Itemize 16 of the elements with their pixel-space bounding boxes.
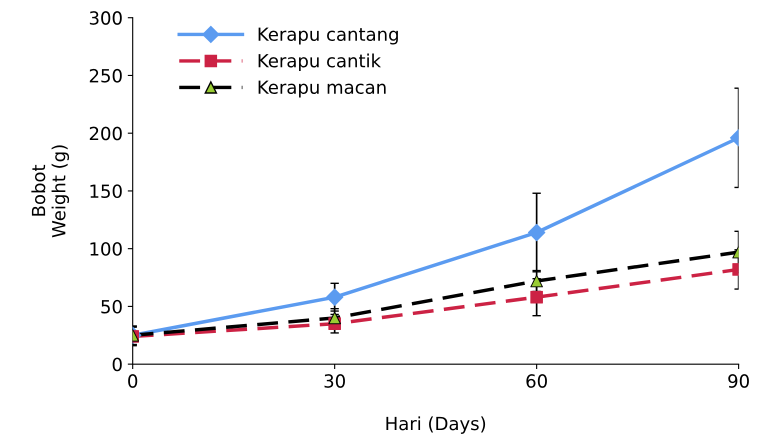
y-tick-label: 200 bbox=[90, 126, 122, 140]
legend-label: Kerapu cantang bbox=[258, 28, 398, 45]
x-tick-label: 0 bbox=[128, 374, 138, 388]
y-tick-label: 100 bbox=[90, 242, 122, 256]
y-tick-label: 150 bbox=[90, 184, 122, 198]
legend-label: Kerapu cantik bbox=[258, 54, 381, 72]
y-tick-label: 250 bbox=[90, 68, 122, 83]
y-axis-title: Bobot Weight (g) bbox=[31, 145, 70, 238]
x-tick-label: 30 bbox=[324, 374, 345, 388]
y-tick-label: 50 bbox=[101, 300, 122, 314]
x-tick-label: 90 bbox=[728, 374, 749, 388]
x-axis-title: Hari (Days) bbox=[386, 416, 486, 434]
x-tick-label: 60 bbox=[526, 374, 547, 388]
y-tick-label: 0 bbox=[112, 358, 122, 372]
legend-label: Kerapu macan bbox=[258, 80, 386, 98]
y-tick-label: 300 bbox=[90, 11, 122, 25]
